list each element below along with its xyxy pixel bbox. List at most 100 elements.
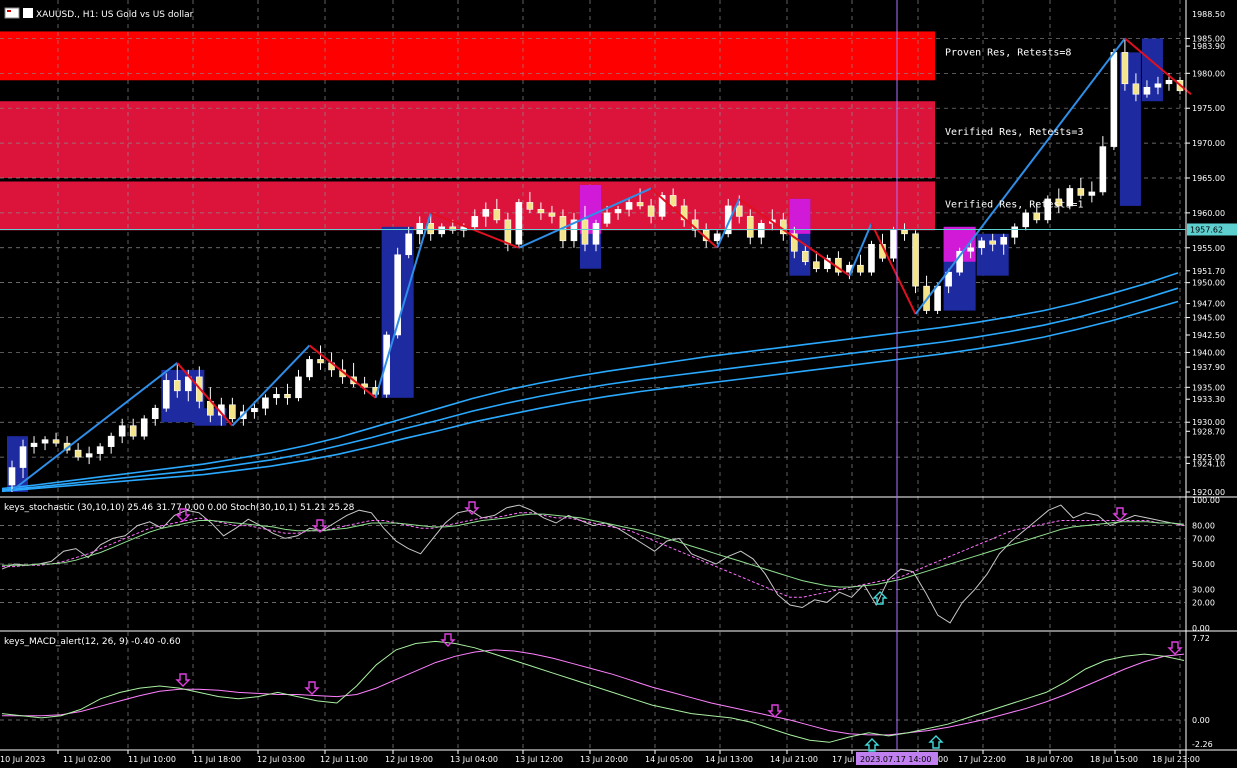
candle[interactable] [1154,76,1162,95]
candle[interactable] [1044,195,1052,224]
candle[interactable] [74,443,82,461]
candle[interactable] [493,198,501,224]
sr-zones [0,31,935,231]
stochastic-panel[interactable]: 100.00 80.00 70.00 50.00 30.00 20.00 0.00 [0,496,1220,633]
candle[interactable] [581,205,589,252]
candle[interactable] [1143,80,1151,98]
candle[interactable] [813,251,820,273]
candle[interactable] [1066,184,1074,210]
candle-body-down [449,226,457,231]
candle[interactable] [669,188,677,210]
candle[interactable] [52,432,60,447]
candle[interactable] [107,432,115,454]
candle[interactable] [30,436,38,454]
candle[interactable] [471,209,479,231]
candle-body-up [967,247,974,252]
candle[interactable] [416,216,423,245]
candle[interactable] [306,355,313,381]
candle[interactable] [680,198,688,227]
candle[interactable] [923,275,930,315]
candle[interactable] [713,230,721,245]
candle[interactable] [570,212,578,248]
candle[interactable] [482,202,490,227]
candle[interactable] [19,439,27,479]
candle[interactable] [427,212,435,241]
candle[interactable] [1011,223,1019,245]
candle[interactable] [8,460,16,492]
candle[interactable] [350,362,357,388]
candle[interactable] [162,373,170,412]
candle[interactable] [835,251,842,276]
candle[interactable] [129,418,137,440]
candle[interactable] [317,345,324,370]
price-label: 1950.00 [1192,279,1225,288]
candle[interactable] [824,254,831,273]
candle[interactable] [757,219,765,245]
candle[interactable] [658,191,666,220]
candle[interactable] [614,205,622,220]
candle[interactable] [151,404,159,426]
candle[interactable] [140,415,148,440]
candle[interactable] [1099,136,1107,196]
candle[interactable] [1110,48,1118,151]
candle[interactable] [592,219,600,252]
candle[interactable] [868,240,875,276]
candle[interactable] [802,244,809,266]
candle[interactable] [1055,188,1063,213]
candle[interactable] [901,223,908,241]
candle[interactable] [647,198,655,224]
candle-body-down [1121,52,1129,85]
time-label: 14 Jul 21:00 [770,755,818,764]
candle[interactable] [438,223,446,238]
candle[interactable] [383,331,390,398]
candle[interactable] [1000,233,1007,255]
candle[interactable] [967,240,974,259]
candle[interactable] [603,205,611,227]
time-axis[interactable]: 10 Jul 2023 11 Jul 02:00 11 Jul 10:00 11 Ju… [0,750,1200,764]
candle[interactable] [1033,202,1041,224]
chart-grid-icon[interactable] [4,7,20,19]
candle[interactable] [1132,73,1140,102]
candle[interactable] [63,436,71,454]
candle[interactable] [548,205,556,224]
candle[interactable] [857,254,864,276]
candle[interactable] [405,226,412,259]
candle[interactable] [96,443,104,461]
macd-axis-label: 7.72 [1192,634,1210,643]
candle[interactable] [537,202,545,220]
price-label: 1933.30 [1192,395,1225,404]
macd-panel[interactable]: 7.72 0.00 -2.26 [0,634,1213,749]
candle[interactable] [956,247,963,276]
candle[interactable] [724,198,732,238]
candle[interactable] [515,198,523,248]
candle[interactable] [791,226,798,259]
candle[interactable] [890,226,897,262]
candle[interactable] [118,418,126,444]
candle[interactable] [989,233,996,252]
candle[interactable] [229,397,236,423]
candle[interactable] [746,209,754,245]
candle[interactable] [625,198,633,217]
candles[interactable] [8,38,1184,492]
candle[interactable] [284,383,291,405]
candle[interactable] [636,188,644,210]
candle[interactable] [41,436,49,451]
candle[interactable] [273,387,280,405]
candle[interactable] [912,230,919,294]
candle[interactable] [295,369,302,402]
candle[interactable] [978,237,985,255]
symbol-header[interactable]: XAUUSD., H1: US Gold vs US dollar [4,7,194,20]
candle[interactable] [1022,209,1030,231]
candle-body-down [229,404,236,420]
candle[interactable] [85,446,93,465]
candle[interactable] [1088,181,1096,203]
candle[interactable] [1121,38,1129,91]
candle[interactable] [173,362,181,398]
candle[interactable] [526,191,534,213]
candle-body-up [592,223,600,245]
candle[interactable] [262,394,269,416]
candle-body-down [1033,212,1041,221]
candle[interactable] [1077,177,1085,199]
